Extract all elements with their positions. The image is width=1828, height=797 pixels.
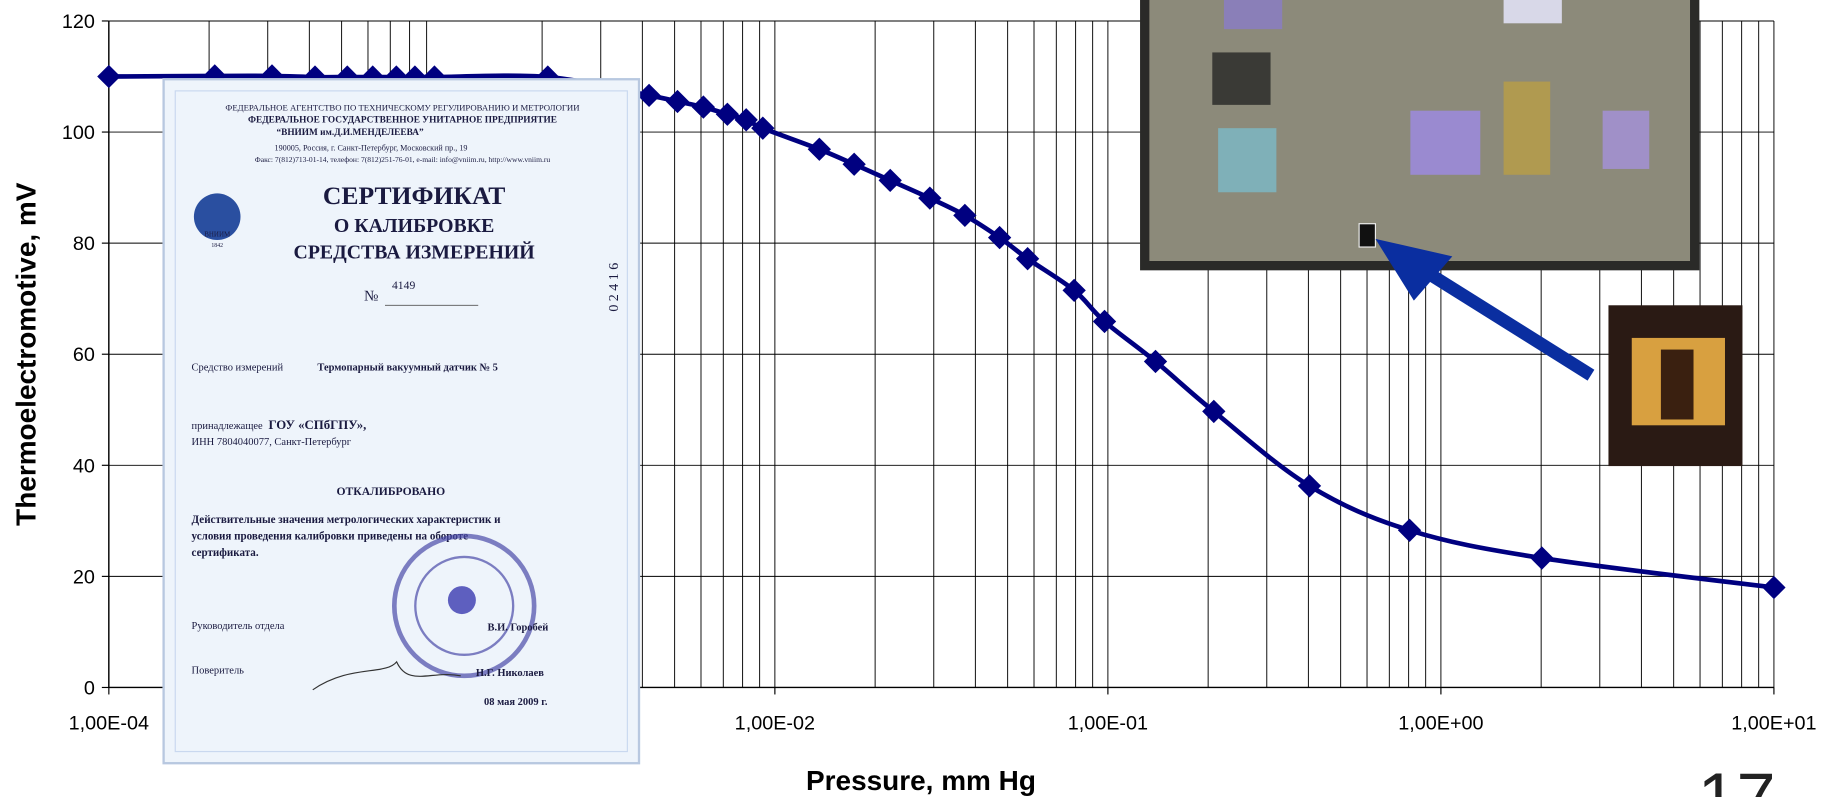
data-point	[97, 64, 121, 89]
cert-value: ГОУ «СПбГПУ»,	[268, 418, 366, 432]
cert-title: СРЕДСТВА ИЗМЕРЕНИЙ	[294, 242, 536, 264]
chip-die	[1223, 0, 1283, 30]
x-tick-label: 1,00E+01	[1731, 712, 1816, 734]
data-point	[734, 108, 758, 132]
cert-header: 190005, Россия, г. Санкт-Петербург, Моск…	[275, 143, 468, 152]
certificate-paper	[162, 78, 641, 765]
chart: 0 20 40 60 80 100 120 1,00E-04 1,00E-02 1,00E-01 1…	[62, 11, 1817, 734]
cert-signature	[312, 660, 461, 691]
cert-header: “ВНИИМ им.Д.И.МЕНДЕЛЕЕВА”	[276, 127, 424, 138]
certificate-border	[174, 90, 628, 753]
cert-header: ФЕДЕРАЛЬНОЕ ГОСУДАРСТВЕННОЕ УНИТАРНОЕ ПР…	[248, 115, 557, 125]
cert-value: Н.Г. Николаев	[476, 668, 544, 679]
cert-number: 4149	[392, 279, 415, 292]
cert-stamp	[414, 555, 515, 657]
cert-stamp	[447, 586, 476, 615]
slide-number: 17	[1698, 758, 1776, 797]
cert-value: Термопарный вакуумный датчик № 5	[317, 363, 498, 374]
data-point	[715, 102, 740, 126]
pointer-arrow-head	[1375, 238, 1453, 301]
data-point	[807, 137, 831, 161]
cert-stamp	[391, 533, 537, 679]
x-axis-label: Pressure, mm Hg	[806, 765, 1036, 796]
x-tick-label: 1,00E-02	[735, 712, 815, 734]
data-point	[1397, 518, 1422, 542]
chip-die	[1410, 110, 1481, 175]
data-point	[953, 203, 977, 228]
cert-value: В.И. Горобей	[488, 622, 549, 633]
x-tick-label: 1,00E+00	[1398, 712, 1483, 734]
cert-label: Руководитель отдела	[192, 621, 285, 632]
chip-sensor	[1358, 223, 1377, 248]
x-tick-label: 1,00E-01	[1068, 712, 1148, 734]
y-tick-label: 0	[84, 677, 95, 699]
cert-label: Поверитель	[192, 665, 245, 676]
data-point	[691, 95, 716, 119]
y-tick-label: 60	[73, 344, 95, 366]
cert-value: ИНН 7804040077, Санкт-Петербург	[192, 437, 352, 448]
y-tick-label: 20	[73, 566, 95, 588]
pointer-arrow	[1412, 260, 1595, 381]
cert-note: сертификата.	[192, 547, 259, 559]
data-point	[665, 89, 690, 114]
cert-number-sign: №	[364, 289, 378, 305]
data-point	[918, 186, 942, 210]
data-point	[878, 168, 902, 193]
x-tick-label: 1,00E-04	[69, 712, 149, 734]
cert-label: Средство измерений	[192, 363, 284, 374]
y-tick-label: 120	[62, 11, 95, 33]
cert-label: принадлежащее	[192, 421, 263, 432]
cert-date: 08 мая 2009 г.	[484, 697, 548, 708]
data-point	[637, 83, 661, 108]
cert-header: ФЕДЕРАЛЬНОЕ АГЕНТСТВО ПО ТЕХНИЧЕСКОМУ РЕ…	[225, 103, 580, 113]
cert-header: Факс: 7(812)713-01-14, телефон: 7(812)25…	[255, 155, 551, 164]
cert-note: условия проведения калибровки приведены …	[192, 530, 469, 542]
y-axis-label: Thermoelectromotive, mV	[10, 182, 41, 526]
data-point	[1530, 546, 1554, 570]
data-point	[987, 225, 1012, 250]
data-point	[842, 152, 866, 176]
cert-status: ОТКАЛИБРОВАНО	[336, 485, 445, 498]
chip-die	[1218, 128, 1277, 193]
cert-note: Действительные значения метрологических …	[192, 514, 502, 526]
cert-logo-text: 1842	[211, 243, 223, 249]
data-point	[1297, 474, 1322, 498]
data-point	[1143, 349, 1168, 374]
chip-photo	[1140, 0, 1700, 271]
y-tick-label: 80	[73, 233, 95, 255]
data-point	[1202, 399, 1226, 424]
sensor-core	[1660, 349, 1694, 420]
data-point	[1762, 575, 1786, 600]
cert-logo	[193, 193, 241, 241]
cert-serial: 02416	[607, 259, 622, 311]
cert-title: О КАЛИБРОВКЕ	[334, 215, 494, 237]
chip-die	[1212, 52, 1271, 105]
cert-logo-text: ВНИИМ	[204, 231, 230, 239]
sensor-photo	[1608, 305, 1743, 467]
certificate: ФЕДЕРАЛЬНОЕ АГЕНТСТВО ПО ТЕХНИЧЕСКОМУ РЕ…	[162, 78, 641, 765]
cert-title: СЕРТИФИКАТ	[323, 181, 505, 210]
y-tick-label: 40	[73, 455, 95, 477]
data-point	[1062, 278, 1086, 303]
chip-die	[1503, 0, 1562, 24]
chip-die	[1602, 110, 1650, 169]
chip-die	[1503, 81, 1551, 175]
y-tick-label: 100	[62, 122, 95, 144]
data-point	[1092, 309, 1117, 334]
